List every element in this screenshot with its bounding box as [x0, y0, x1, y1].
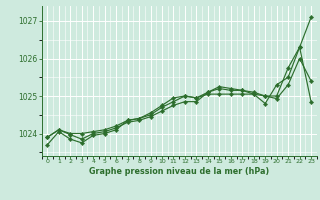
X-axis label: Graphe pression niveau de la mer (hPa): Graphe pression niveau de la mer (hPa)	[89, 167, 269, 176]
